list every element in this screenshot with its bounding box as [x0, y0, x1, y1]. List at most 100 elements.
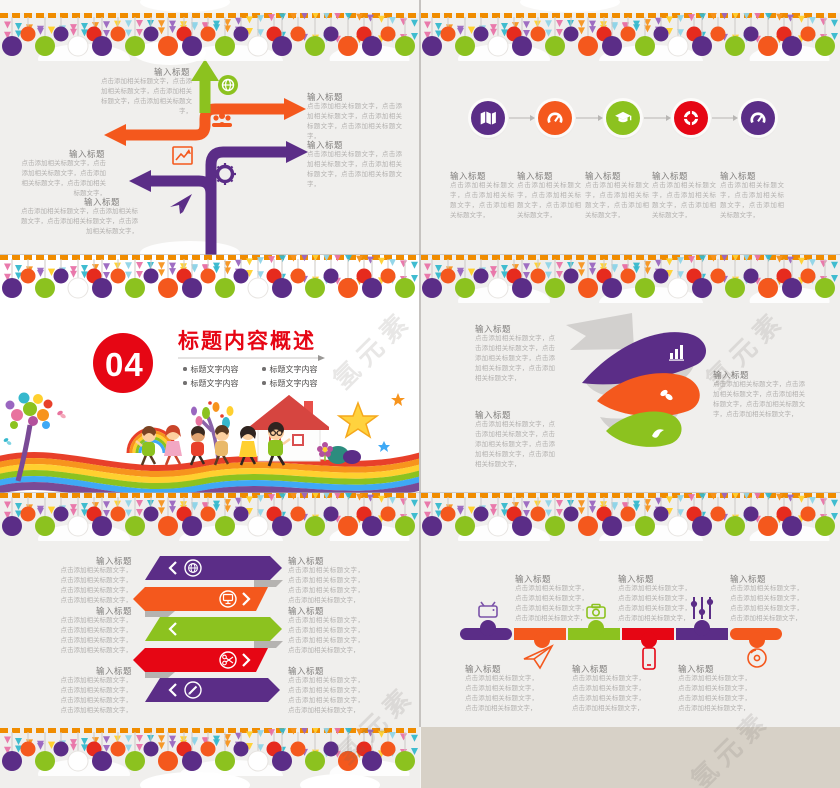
children-row [135, 422, 291, 467]
item-title: 输入标题 [288, 606, 325, 616]
item-title: 输入标题 [288, 666, 325, 676]
arrow-right-orange [284, 98, 306, 120]
section-bullet: 标题文字内容 [262, 364, 318, 375]
item-title: 输入标题 [618, 574, 655, 584]
item-body: 点击添加相关标题文字，点击添加相关标题文字，点击添加相关标题文字，点击添加相关标… [475, 421, 555, 469]
row-divider [0, 492, 840, 493]
bird-icon [652, 429, 664, 438]
spiral-ribbon-diagram [566, 313, 707, 447]
chevron-right-icon [242, 592, 251, 606]
chevron-left-icon [168, 622, 177, 636]
dot-tree [3, 392, 66, 482]
ship-wheel-icon [214, 163, 236, 185]
bar-chart-icon [669, 345, 684, 361]
chevron-left-icon [168, 561, 177, 575]
step-circle-1 [471, 101, 505, 135]
gauge-icon [547, 112, 563, 124]
tv-icon [478, 601, 498, 618]
item-title: 输入标题 [307, 92, 344, 102]
item-title: 输入标题 [95, 556, 132, 566]
item-title: 输入标题 [475, 324, 512, 334]
item-title: 输入标题 [572, 664, 609, 674]
butterfly-icon [3, 438, 12, 445]
title-underline [178, 355, 325, 361]
item-body: 点击添加相关标题文字，点击添加相关标题文字，点击添加相关标题文字，点击添加相关标… [307, 103, 402, 141]
row-divider [0, 254, 840, 255]
slide-process-steps[interactable]: 输入标题 点击添加相关标题文字，点击添加相关标题文字，点击添加相关标题文字， 输… [420, 13, 840, 255]
item-body: 点击添加相关标题文字，点击添加相关标题文字，点击添加相关标题文字，点击添加相关标… [21, 208, 138, 236]
item-title: 输入标题 [517, 171, 554, 181]
ribbon-orange [597, 373, 700, 417]
graduation-cap-icon [615, 111, 632, 123]
item-body: 点击添加相关标题文字，点击添加相关标题文字，点击添加相关标题文字，点击添加相关标… [515, 585, 588, 623]
process-connector [509, 115, 738, 121]
flower [317, 442, 333, 461]
item-body: 点击添加相关标题文字，点击添加相关标题文字，点击添加相关标题文字，点击添加相关标… [288, 567, 364, 605]
smartphone-icon [642, 647, 656, 670]
item-title: 输入标题 [585, 171, 622, 181]
arrow-left-orange [104, 124, 126, 146]
item-body: 点击添加相关标题文字，点击添加相关标题文字，点击添加相关标题文字，点击添加相关标… [678, 675, 751, 713]
section-bullet: 标题文字内容 [183, 364, 239, 375]
item-body: 点击添加相关标题文字，点击添加相关标题文字，点击添加相关标题文字，点击添加相关标… [288, 677, 364, 715]
globe-icon [218, 75, 238, 95]
item-title: 输入标题 [720, 171, 757, 181]
star-small-blue [378, 441, 390, 452]
item-body: 点击添加相关标题文字，点击添加相关标题文字，点击添加相关标题文字，点击添加相关标… [60, 567, 133, 605]
banner-purple-1 [145, 556, 282, 580]
item-title: 输入标题 [153, 67, 190, 77]
ribbon-purple [582, 332, 707, 385]
gauge-icon [750, 112, 766, 124]
paper-plane-icon [170, 194, 192, 214]
team-icon [212, 113, 232, 127]
item-body: 点击添加相关标题文字，点击添加相关标题文字，点击添加相关标题文字，点击添加相关标… [730, 585, 803, 623]
house [249, 395, 329, 462]
item-body: 点击添加相关标题文字，点击添加相关标题文字，点击添加相关标题文字，点击添加相关标… [618, 585, 691, 623]
item-title: 输入标题 [450, 171, 487, 181]
small-tree [191, 401, 234, 460]
timeline-diagram [460, 597, 782, 670]
item-title: 输入标题 [515, 574, 552, 584]
open-map-icon [480, 111, 496, 125]
arrow-left-purple [129, 170, 151, 192]
item-title: 输入标题 [83, 197, 120, 207]
column-divider [419, 0, 421, 727]
item-title: 输入标题 [68, 149, 105, 159]
item-body: 点击添加相关标题文字，点击添加相关标题文字，点击添加相关标题文字，点击添加相关标… [307, 151, 402, 189]
slide-tree-diagram[interactable]: 输入标题 点击添加相关标题文字，点击添加相关标题文字，点击添加相关标题文字，点击… [0, 13, 420, 255]
item-title: 输入标题 [713, 370, 750, 380]
star-big [336, 400, 380, 439]
zigzag-banner-diagram [133, 556, 283, 702]
item-body: 点击添加相关标题文字，点击添加相关标题文字，点击添加相关标题文字， [450, 182, 514, 220]
item-title: 输入标题 [465, 664, 502, 674]
chevron-right-icon [242, 653, 251, 667]
garland-decoration [0, 255, 420, 303]
ribbon-gray-tail [566, 313, 634, 350]
item-body: 点击添加相关标题文字，点击添加相关标题文字，点击添加相关标题文字，点击添加相关标… [60, 677, 133, 715]
item-body: 点击添加相关标题文字，点击添加相关标题文字，点击添加相关标题文字， [517, 182, 581, 220]
step-circle-3 [606, 101, 640, 135]
item-title: 输入标题 [288, 556, 325, 566]
item-body: 点击添加相关标题文字，点击添加相关标题文字，点击添加相关标题文字，点击添加相关标… [475, 335, 555, 383]
star-small-orange [391, 393, 405, 406]
step-circle-4 [674, 101, 708, 135]
step-circle-2 [538, 101, 572, 135]
item-body: 点击添加相关标题文字，点击添加相关标题文字，点击添加相关标题文字， [652, 182, 716, 220]
camera-icon [586, 603, 606, 619]
arrow-right-purple [286, 141, 308, 163]
item-body: 点击添加相关标题文字，点击添加相关标题文字，点击添加相关标题文字，点击添加相关标… [21, 160, 107, 198]
kids-illustration [0, 392, 420, 493]
life-ring-icon [683, 110, 699, 126]
slide-timeline[interactable]: 输入标题 点击添加相关标题文字，点击添加相关标题文字，点击添加相关标题文字，点击… [420, 493, 840, 727]
banner-purple-2 [145, 678, 280, 702]
item-body: 点击添加相关标题文字，点击添加相关标题文字，点击添加相关标题文字，点击添加相关标… [465, 675, 538, 713]
cd-icon [747, 648, 767, 668]
item-title: 输入标题 [475, 410, 512, 420]
slide-spiral-ribbon[interactable]: 输入标题 点击添加相关标题文字，点击添加相关标题文字，点击添加相关标题文字，点击… [420, 255, 840, 493]
line-chart-icon [172, 146, 193, 165]
slide-zigzag-banners[interactable]: 输入标题 点击添加相关标题文字，点击添加相关标题文字，点击添加相关标题文字，点击… [0, 493, 420, 728]
paper-plane-icon [523, 644, 554, 670]
item-title: 输入标题 [307, 140, 344, 150]
ribbon-green [606, 411, 682, 447]
item-body: 点击添加相关标题文字，点击添加相关标题文字，点击添加相关标题文字，点击添加相关标… [572, 675, 645, 713]
